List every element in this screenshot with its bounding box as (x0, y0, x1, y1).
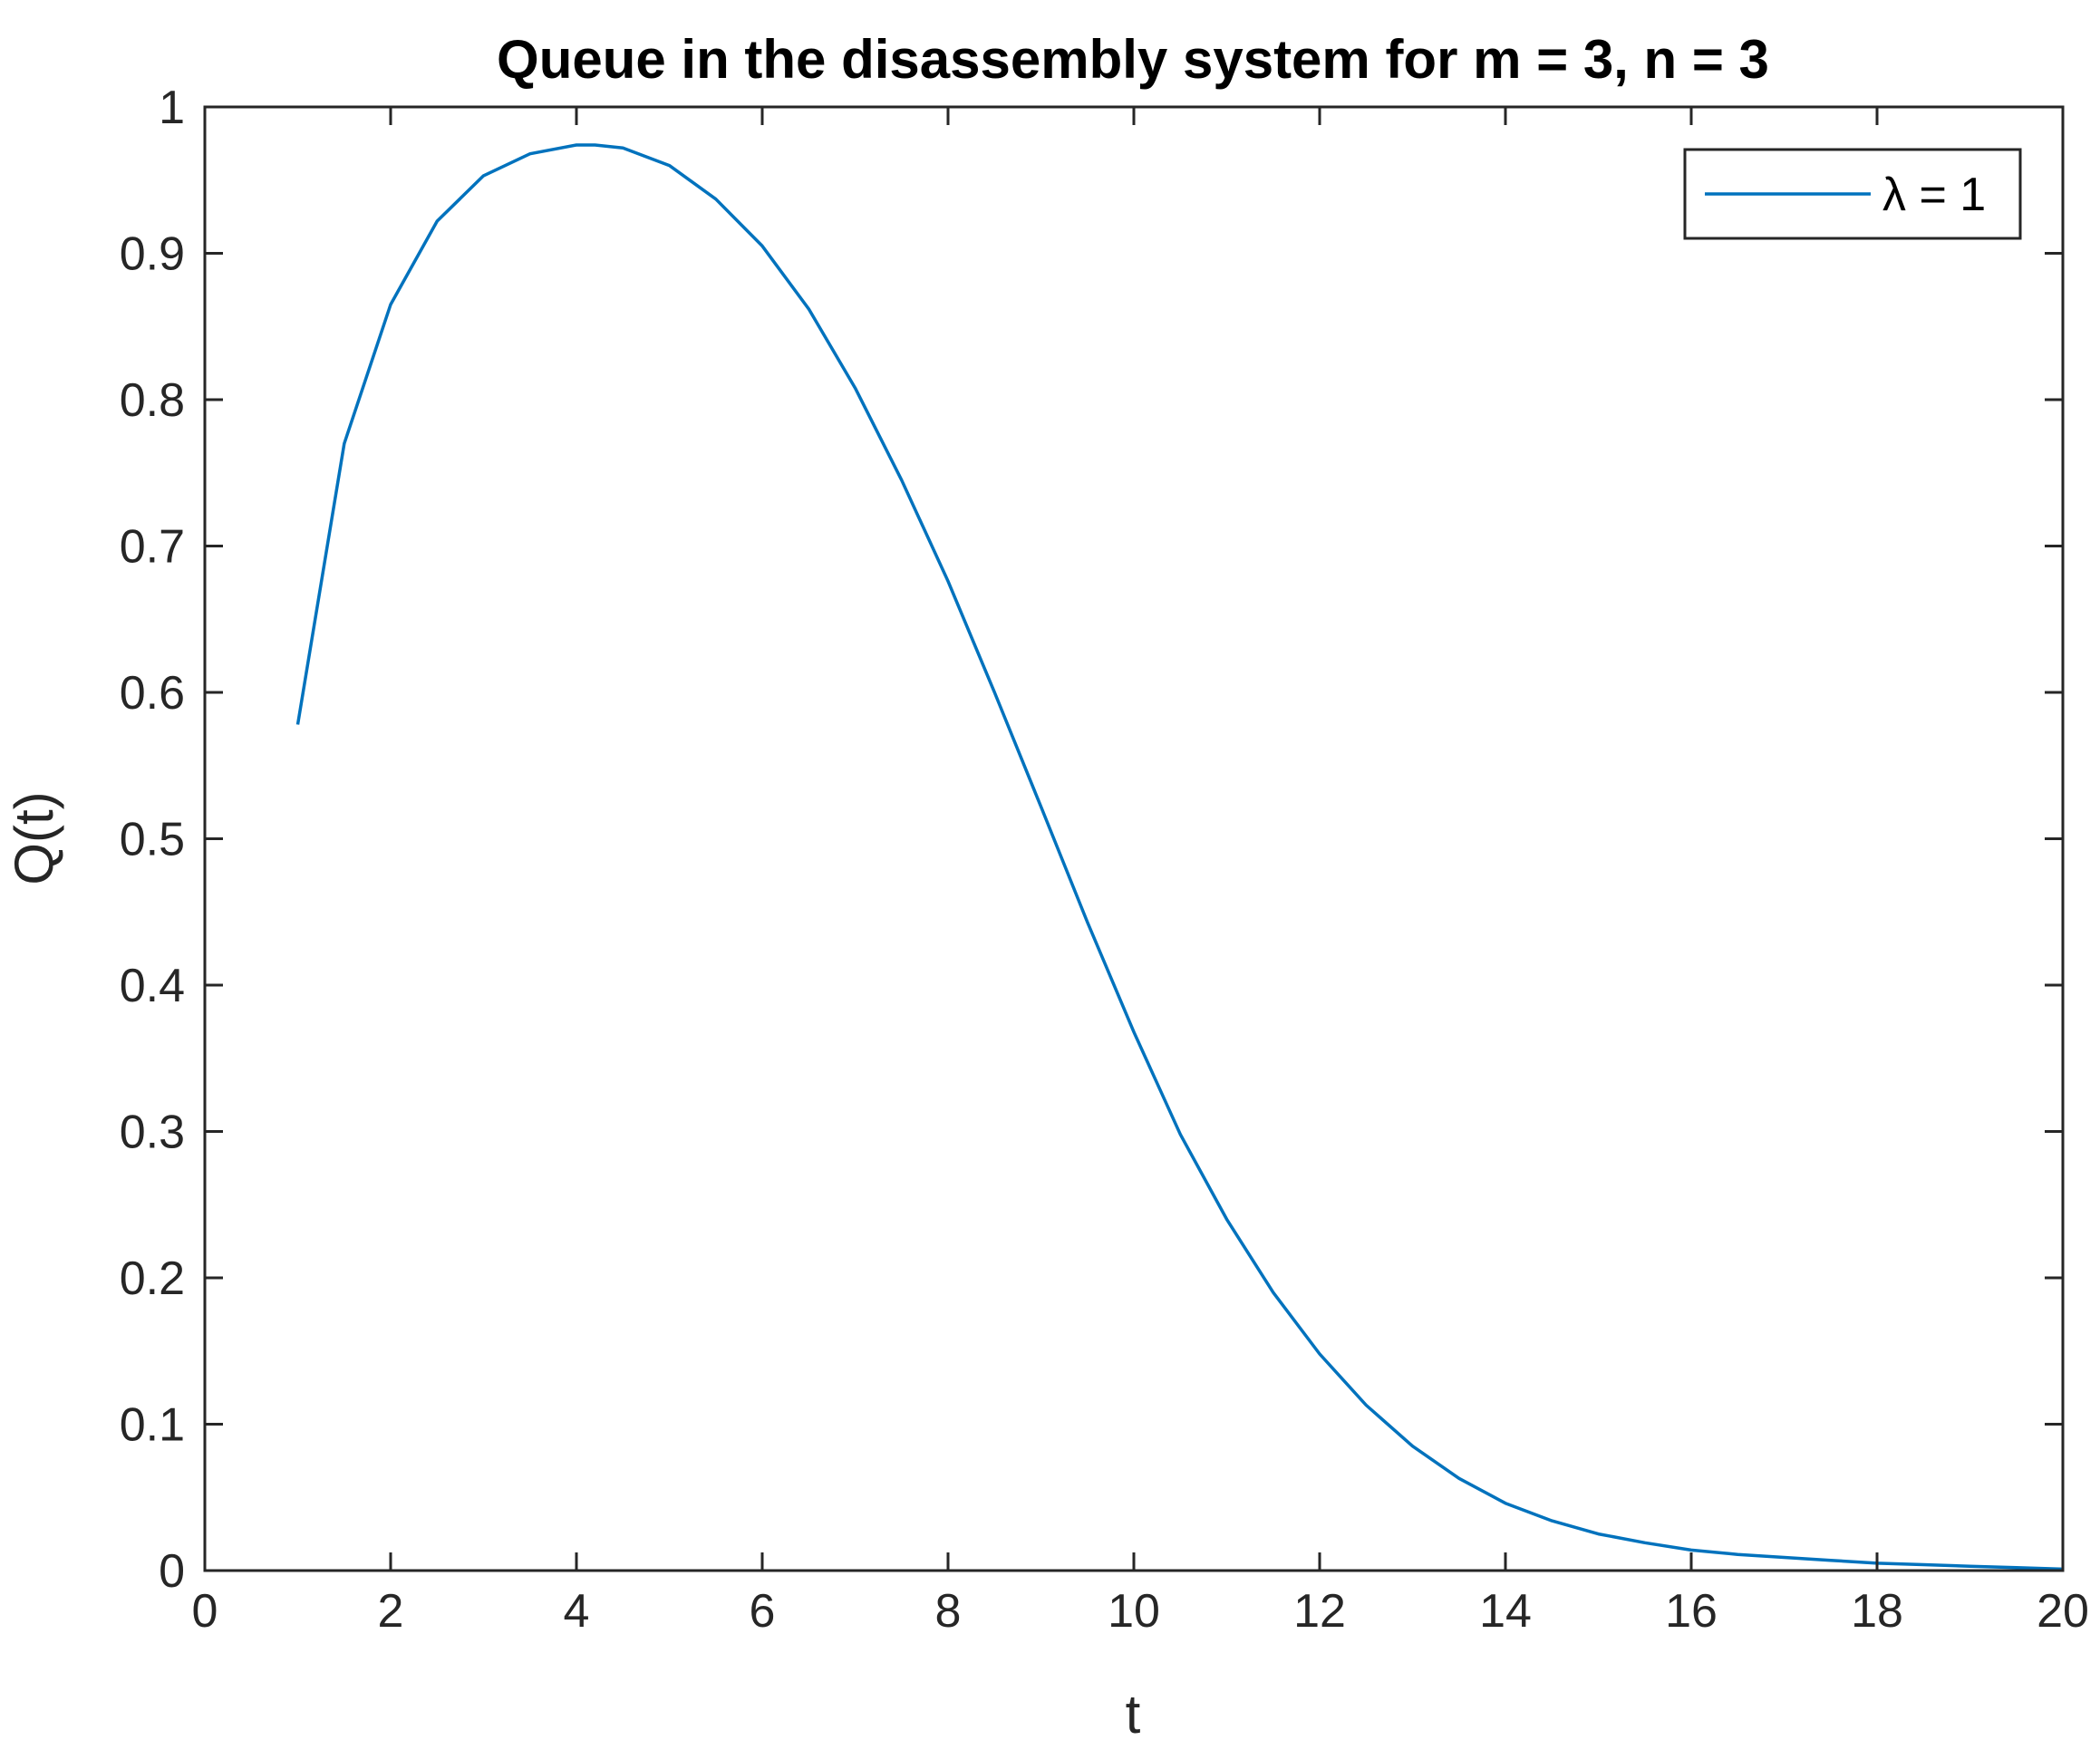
y-tick-label: 0.4 (120, 960, 185, 1012)
x-tick-label: 0 (192, 1585, 218, 1638)
y-tick-label: 0.3 (120, 1107, 185, 1159)
x-tick-label: 20 (2037, 1585, 2089, 1638)
x-tick-label: 12 (1293, 1585, 1346, 1638)
x-tick-label: 14 (1479, 1585, 1532, 1638)
y-tick-label: 0.1 (120, 1399, 185, 1452)
y-axis-label: Q(t) (4, 791, 64, 885)
y-tick-label: 1 (159, 82, 185, 134)
x-tick-label: 10 (1108, 1585, 1160, 1638)
x-axis-label: t (1126, 1684, 1141, 1745)
x-tick-label: 8 (935, 1585, 962, 1638)
legend: λ = 1 (1683, 148, 2022, 240)
y-tick-label: 0.2 (120, 1252, 185, 1305)
y-tick-label: 0.9 (120, 228, 185, 281)
y-tick-label: 0 (159, 1545, 185, 1598)
x-tick-label: 2 (378, 1585, 404, 1638)
x-tick-label: 16 (1665, 1585, 1718, 1638)
x-tick-label: 6 (750, 1585, 776, 1638)
y-tick-label: 0.8 (120, 374, 185, 427)
series-line-0 (295, 143, 2064, 1571)
legend-label: λ = 1 (1882, 169, 1986, 221)
series-layer (295, 143, 2064, 1571)
axes-layer: 0 2 4 6 8 10 12 14 16 18 20 0 0.1 0.2 0.3 0.4 0.5 0.6 0.7 0… (120, 82, 2089, 1638)
x-tick-label: 18 (1851, 1585, 1903, 1638)
x-tick-label: 4 (564, 1585, 590, 1638)
y-tick-label: 0.7 (120, 521, 185, 574)
y-tick-label: 0.6 (120, 667, 185, 720)
chart-title: Queue in the disassembly system for m = … (497, 29, 1769, 90)
y-tick-label: 0.5 (120, 814, 185, 866)
